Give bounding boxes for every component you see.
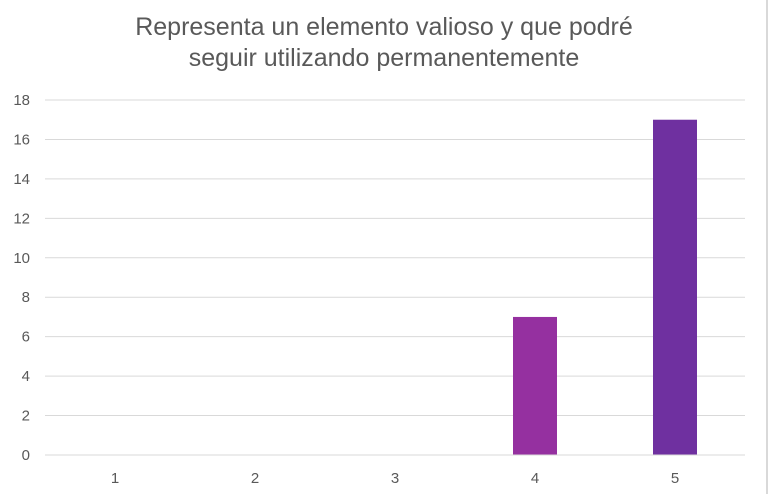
chart-title: Representa un elemento valioso y que pod…	[0, 12, 768, 74]
y-tick-label: 18	[13, 92, 30, 109]
y-tick-label: 16	[13, 131, 30, 148]
y-tick-label: 12	[13, 210, 30, 227]
x-tick-label: 3	[391, 470, 399, 487]
y-tick-label: 2	[22, 408, 30, 425]
y-tick-label: 0	[22, 447, 30, 464]
chart-title-line-2: seguir utilizando permanentemente	[188, 44, 580, 72]
gridlines	[45, 99, 745, 417]
x-tick-label: 1	[111, 470, 119, 487]
y-tick-label: 14	[13, 171, 30, 188]
y-tick-label: 10	[13, 250, 30, 267]
y-tick-labels: 0 2 4 6 8 10 12 14 16 18	[13, 92, 30, 464]
bar-4	[513, 316, 557, 455]
y-tick-label: 8	[22, 289, 30, 306]
x-tick-label: 5	[671, 470, 679, 487]
bars	[513, 119, 697, 455]
y-tick-label: 6	[22, 329, 30, 346]
bar-5	[653, 119, 697, 455]
x-tick-label: 2	[251, 470, 259, 487]
x-tick-label: 4	[531, 470, 539, 487]
y-tick-label: 4	[22, 368, 30, 385]
chart-title-line-1: Representa un elemento valioso y que pod…	[135, 13, 633, 41]
x-tick-labels: 1 2 3 4 5	[111, 470, 679, 487]
